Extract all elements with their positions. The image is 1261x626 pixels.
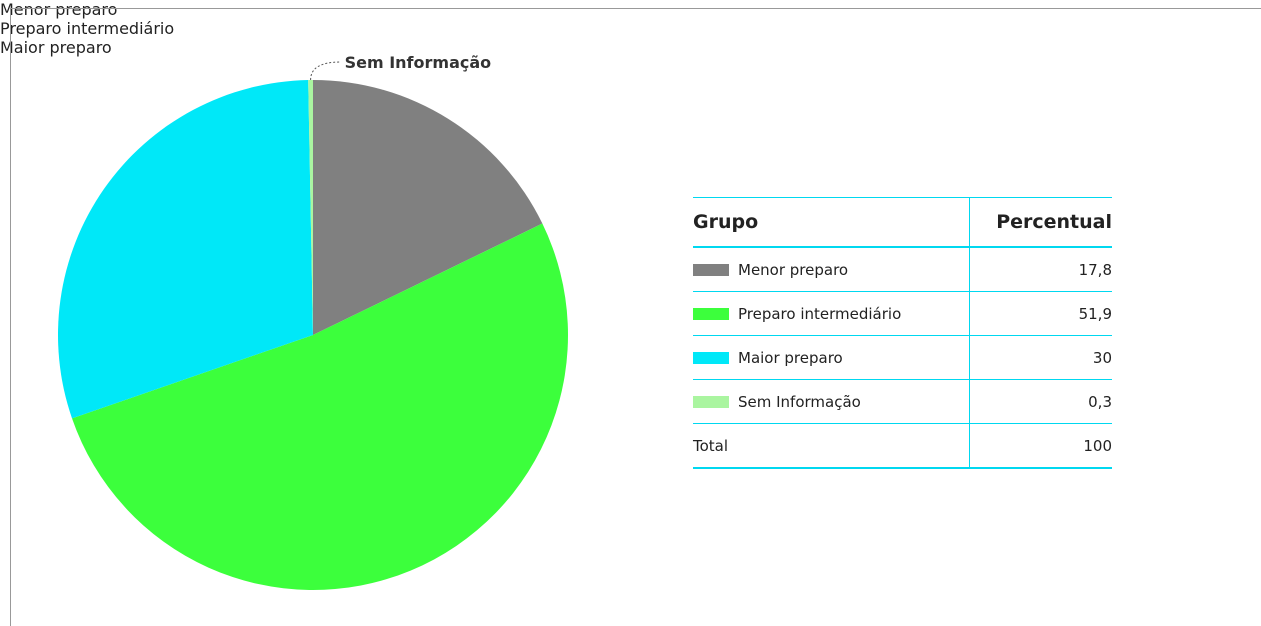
slice-label: Preparo intermediário [0, 19, 175, 38]
group-name: Preparo intermediário [738, 304, 902, 323]
header-cell: Percentual [996, 211, 1112, 233]
table-row: Maior preparo 30 [693, 336, 1112, 380]
percent-cell: 30 [1092, 348, 1112, 367]
frame [10, 8, 1261, 626]
group-name: Sem Informação [738, 392, 861, 411]
legend-swatch [693, 307, 729, 320]
table-header: Grupo Percentual [693, 198, 1112, 248]
total-value: 100 [1083, 436, 1112, 455]
group-name: Menor preparo [738, 260, 849, 279]
legend-swatch [693, 263, 729, 276]
pie-chart: Sem Informação [58, 53, 569, 591]
group-name: Maior preparo [738, 348, 843, 367]
group-cell: Sem Informação [693, 380, 970, 423]
total-row: Total 100 [693, 424, 1112, 469]
slice [308, 80, 313, 335]
slice [72, 223, 569, 591]
percent-cell: 51,9 [1078, 304, 1112, 323]
outside-label: Sem Informação [345, 53, 492, 72]
slice [58, 80, 313, 419]
table-row: Menor preparo 17,8 [693, 248, 1112, 292]
percent-cell: 0,3 [1088, 392, 1112, 411]
slice-label: Maior preparo [0, 38, 112, 57]
slice-labels: Menor preparo Preparo intermediário Maior … [0, 0, 1261, 57]
legend-table: Grupo Percentual Menor preparo 17,8 Prepar… [693, 197, 1112, 469]
slice-label: Menor preparo [0, 0, 118, 19]
total-label: Total [693, 424, 970, 467]
group-cell: Preparo intermediário [693, 292, 970, 335]
header-cell: Grupo [693, 198, 970, 246]
table-row: Preparo intermediário 51,9 [693, 292, 1112, 336]
group-cell: Menor preparo [693, 248, 970, 291]
leader-line [310, 61, 341, 81]
percent-cell: 17,8 [1078, 260, 1112, 279]
legend-swatch [693, 351, 729, 364]
legend-swatch [693, 395, 729, 408]
slice [313, 80, 543, 335]
group-cell: Maior preparo [693, 336, 970, 379]
table-body: Menor preparo 17,8 Preparo intermediário 51… [693, 248, 1112, 424]
table-row: Sem Informação 0,3 [693, 380, 1112, 424]
